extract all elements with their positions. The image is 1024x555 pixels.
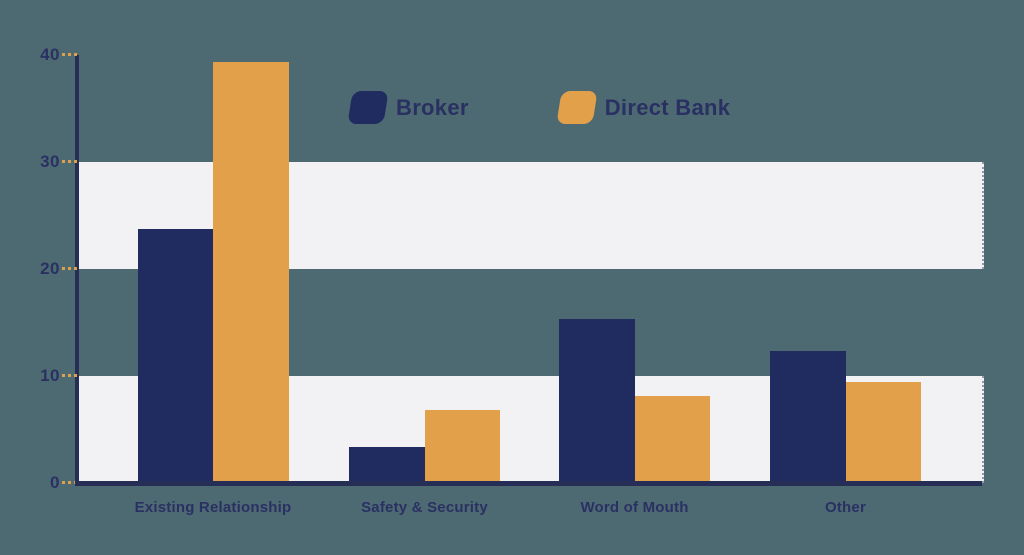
legend: Broker Direct Bank	[347, 91, 731, 124]
y-tick-label: 30	[40, 152, 60, 171]
bar-broker-existing-relationship	[137, 229, 213, 483]
y-tick-label: 40	[40, 45, 60, 64]
x-category-label: Word of Mouth	[580, 499, 689, 516]
y-tick-mark	[62, 267, 77, 270]
bar-direct-bank-existing-relationship	[213, 62, 289, 483]
y-tick-mark	[62, 374, 77, 377]
legend-swatch-direct-bank-icon	[556, 91, 598, 124]
bar-direct-bank-other	[845, 382, 921, 483]
y-tick-label: 20	[40, 259, 60, 278]
bar-direct-bank-word-of-mouth	[634, 396, 710, 483]
bar-broker-word-of-mouth	[559, 319, 635, 483]
y-axis-line	[75, 55, 79, 485]
legend-swatch-broker-icon	[347, 91, 389, 124]
legend-label-direct-bank: Direct Bank	[604, 94, 731, 120]
bar-broker-other	[770, 351, 846, 483]
legend-label-broker: Broker	[396, 94, 469, 120]
x-axis-line	[75, 481, 982, 486]
y-tick-mark	[62, 160, 77, 163]
x-category-label: Existing Relationship	[134, 499, 292, 516]
y-tick-mark	[62, 481, 77, 484]
y-tick-mark	[62, 53, 77, 56]
x-category-label: Safety & Security	[361, 499, 488, 516]
bar-direct-bank-safety-security	[424, 410, 500, 483]
y-tick-label: 10	[40, 366, 60, 385]
x-category-label: Other	[824, 499, 866, 516]
y-tick-label: 0	[50, 473, 60, 492]
bar-broker-safety-security	[349, 446, 425, 483]
